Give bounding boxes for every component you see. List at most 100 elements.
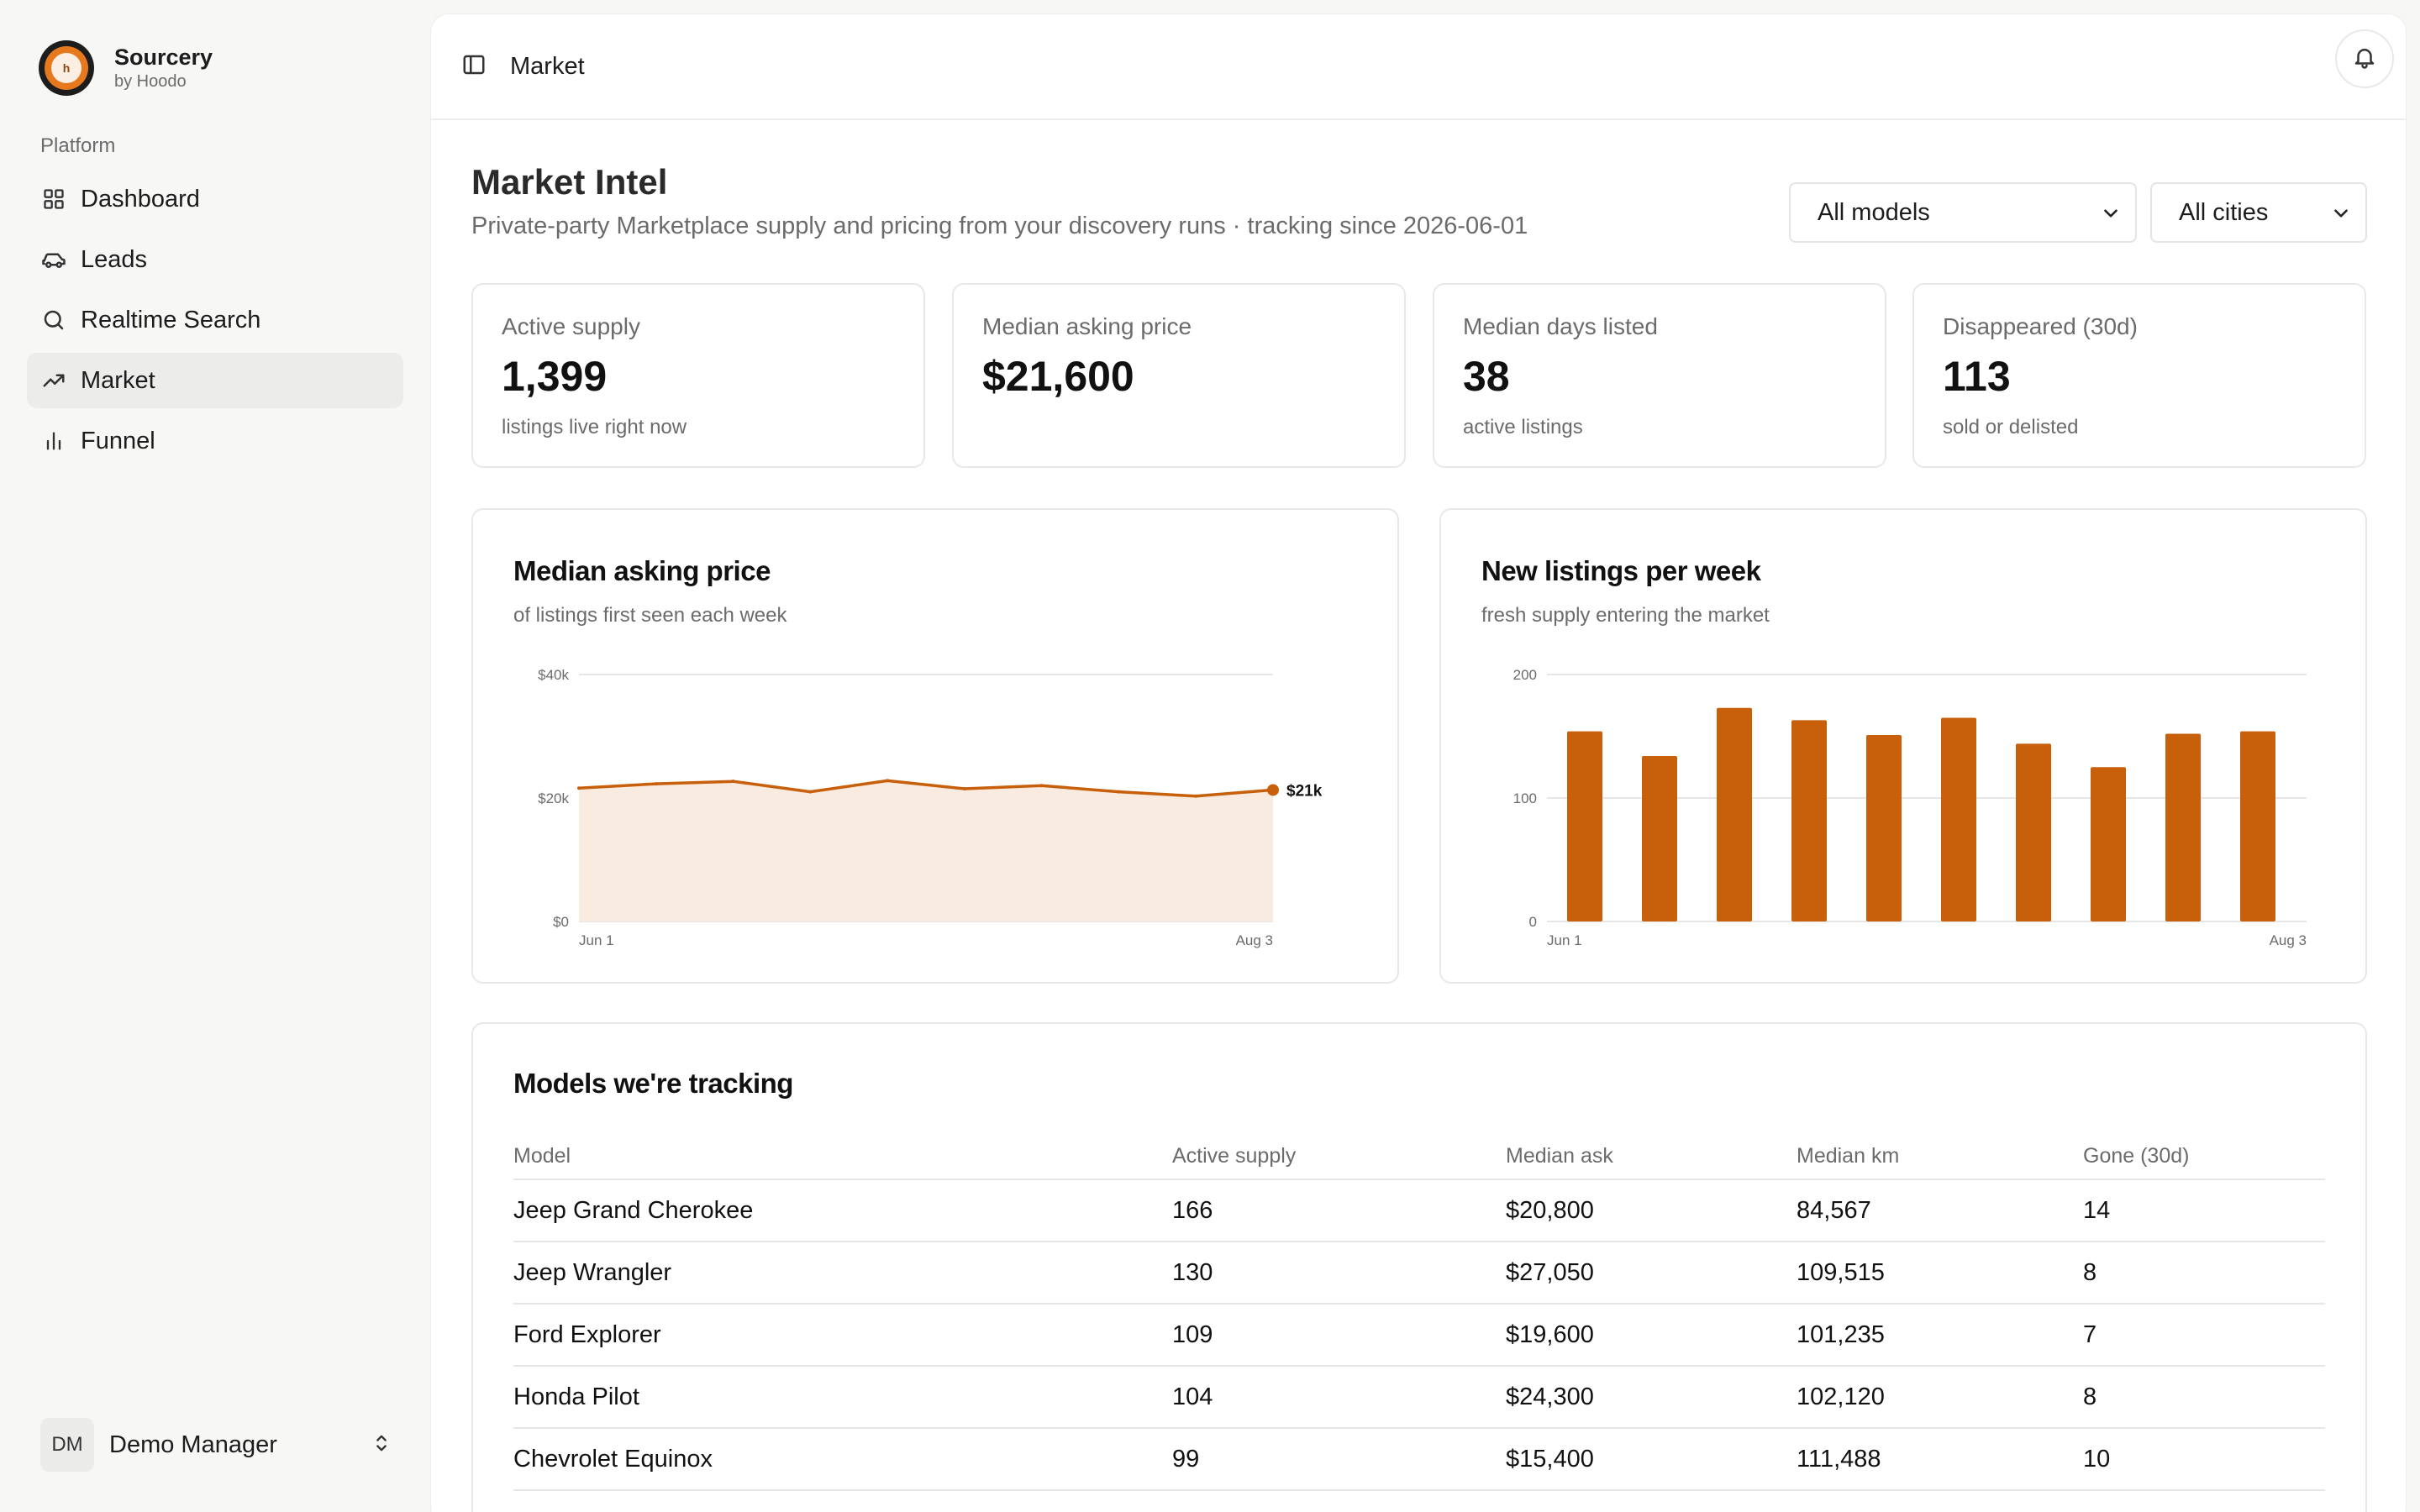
cell-median-ask: $15,400 xyxy=(1506,1445,1594,1473)
column-header[interactable]: Median ask xyxy=(1506,1143,1613,1168)
cell-median-km: 84,567 xyxy=(1797,1196,1871,1224)
kpi-note: sold or delisted xyxy=(1943,416,2079,438)
cell-gone-30d: 8 xyxy=(2083,1383,2097,1410)
sidebar-item-label: Realtime Search xyxy=(81,306,261,333)
table-row[interactable]: Jeep Grand Cherokee 166 $20,800 84,567 1… xyxy=(513,1180,2325,1242)
kpi-note: active listings xyxy=(1463,416,1583,438)
cell-median-ask: $27,050 xyxy=(1506,1258,1594,1286)
bar xyxy=(1717,707,1752,921)
model-filter-select[interactable]: All models xyxy=(1789,182,2137,243)
new-listings-chart-card: New listings per week fresh supply enter… xyxy=(1439,508,2367,984)
grid-icon xyxy=(40,186,67,213)
cell-median-km: 102,120 xyxy=(1797,1383,1885,1410)
chart-title: New listings per week xyxy=(1481,555,1761,586)
avatar: DM xyxy=(40,1418,94,1472)
trending-up-icon xyxy=(40,367,67,394)
table-row[interactable]: Jeep Wrangler 130 $27,050 109,515 8 xyxy=(513,1242,2325,1305)
topbar: Market xyxy=(431,14,2406,120)
table-row[interactable]: Chevrolet Equinox 99 $15,400 111,488 10 xyxy=(513,1429,2325,1491)
brand[interactable]: h Sourcery by Hoodo xyxy=(39,40,213,96)
x-tick-label: Aug 3 xyxy=(2270,932,2307,948)
chevron-down-icon xyxy=(2100,202,2122,231)
kpi-value: $21,600 xyxy=(982,353,1134,400)
column-header[interactable]: Model xyxy=(513,1143,571,1168)
kpi-value: 113 xyxy=(1943,353,2011,400)
bar xyxy=(1866,735,1902,921)
area-fill xyxy=(579,780,1273,921)
chart-subtitle: of listings first seen each week xyxy=(513,604,787,627)
sidebar-item-market[interactable]: Market xyxy=(27,353,403,408)
sidebar-item-funnel[interactable]: Funnel xyxy=(27,413,403,469)
y-tick-label: 200 xyxy=(1513,667,1537,683)
search-icon xyxy=(40,307,67,333)
cell-active-supply: 104 xyxy=(1172,1383,1213,1410)
column-header[interactable]: Median km xyxy=(1797,1143,1900,1168)
logo-glyph: h xyxy=(51,53,82,83)
bar xyxy=(1567,731,1602,921)
brand-subtitle: by Hoodo xyxy=(114,72,187,91)
data-point xyxy=(1194,794,1198,798)
cell-active-supply: 99 xyxy=(1172,1445,1200,1473)
kpi-card-median-asking-price: Median asking price $21,600 xyxy=(952,283,1406,468)
y-tick-label: $20k xyxy=(538,790,569,806)
end-value-label: $21k xyxy=(1286,782,1323,800)
kpi-label: Median days listed xyxy=(1463,313,1658,339)
main-panel: Market Market Intel Private-party Market… xyxy=(430,13,2407,1512)
sidebar-item-label: Market xyxy=(81,366,155,394)
kpi-label: Active supply xyxy=(502,313,640,339)
breadcrumb: Market xyxy=(510,52,585,80)
data-point xyxy=(577,786,581,790)
median-price-chart: $40k $20k $0 Jun 1 Aug 3 $21k xyxy=(538,667,1323,948)
data-point xyxy=(962,786,966,790)
chevron-up-down-icon xyxy=(370,1431,393,1459)
x-tick-label: Aug 3 xyxy=(1236,932,1273,948)
chart-subtitle: fresh supply entering the market xyxy=(1481,604,1770,627)
y-tick-label: $0 xyxy=(553,914,569,930)
cell-model: Jeep Grand Cherokee xyxy=(513,1196,754,1224)
city-filter-value: All cities xyxy=(2179,198,2269,226)
series-line xyxy=(578,779,1274,798)
x-tick-label: Jun 1 xyxy=(579,932,614,948)
models-table-card: Models we're tracking Model Active suppl… xyxy=(471,1022,2367,1512)
column-header[interactable]: Active supply xyxy=(1172,1143,1297,1168)
table-row[interactable]: Ford Explorer 109 $19,600 101,235 7 xyxy=(513,1305,2325,1367)
bar xyxy=(2165,733,2201,921)
cell-model: Jeep Wrangler xyxy=(513,1258,672,1286)
sidebar-toggle-icon[interactable] xyxy=(461,52,487,81)
bar xyxy=(1791,720,1827,921)
kpi-label: Disappeared (30d) xyxy=(1943,313,2138,339)
kpi-label: Median asking price xyxy=(982,313,1192,339)
cell-model: Honda Pilot xyxy=(513,1383,639,1410)
sidebar-item-realtime-search[interactable]: Realtime Search xyxy=(27,292,403,348)
chart-title: Median asking price xyxy=(513,555,771,586)
cell-gone-30d: 7 xyxy=(2083,1320,2097,1348)
cell-active-supply: 166 xyxy=(1172,1196,1213,1224)
chevron-down-icon xyxy=(2330,202,2352,231)
table-row[interactable]: Honda Pilot 104 $24,300 102,120 8 xyxy=(513,1367,2325,1429)
sidebar-item-dashboard[interactable]: Dashboard xyxy=(27,171,403,227)
models-table: Model Active supply Median ask Median km… xyxy=(513,1133,2325,1491)
notifications-button[interactable] xyxy=(2335,29,2394,88)
end-point-marker xyxy=(1267,784,1279,796)
cell-median-ask: $19,600 xyxy=(1506,1320,1594,1348)
table-title: Models we're tracking xyxy=(513,1068,793,1099)
table-header: Model Active supply Median ask Median km… xyxy=(513,1133,2325,1180)
cell-gone-30d: 10 xyxy=(2083,1445,2111,1473)
page-subtitle: Private-party Marketplace supply and pri… xyxy=(471,213,1528,239)
data-point xyxy=(731,780,735,784)
sidebar-nav: Dashboard Leads Realtime Search Market F… xyxy=(27,171,403,474)
data-point xyxy=(808,790,813,794)
bar-chart-icon xyxy=(40,428,67,454)
kpi-card-active-supply: Active supply 1,399 listings live right … xyxy=(471,283,925,468)
bell-icon xyxy=(2352,45,2377,74)
data-point xyxy=(1039,784,1044,788)
column-header[interactable]: Gone (30d) xyxy=(2083,1143,2190,1168)
cell-median-ask: $20,800 xyxy=(1506,1196,1594,1224)
cell-median-km: 111,488 xyxy=(1797,1445,1881,1473)
sidebar-item-leads[interactable]: Leads xyxy=(27,232,403,287)
city-filter-select[interactable]: All cities xyxy=(2150,182,2367,243)
cell-gone-30d: 14 xyxy=(2083,1196,2111,1224)
kpi-value: 38 xyxy=(1463,353,1510,400)
bar xyxy=(2240,731,2275,921)
user-menu[interactable]: DM Demo Manager xyxy=(40,1418,393,1472)
